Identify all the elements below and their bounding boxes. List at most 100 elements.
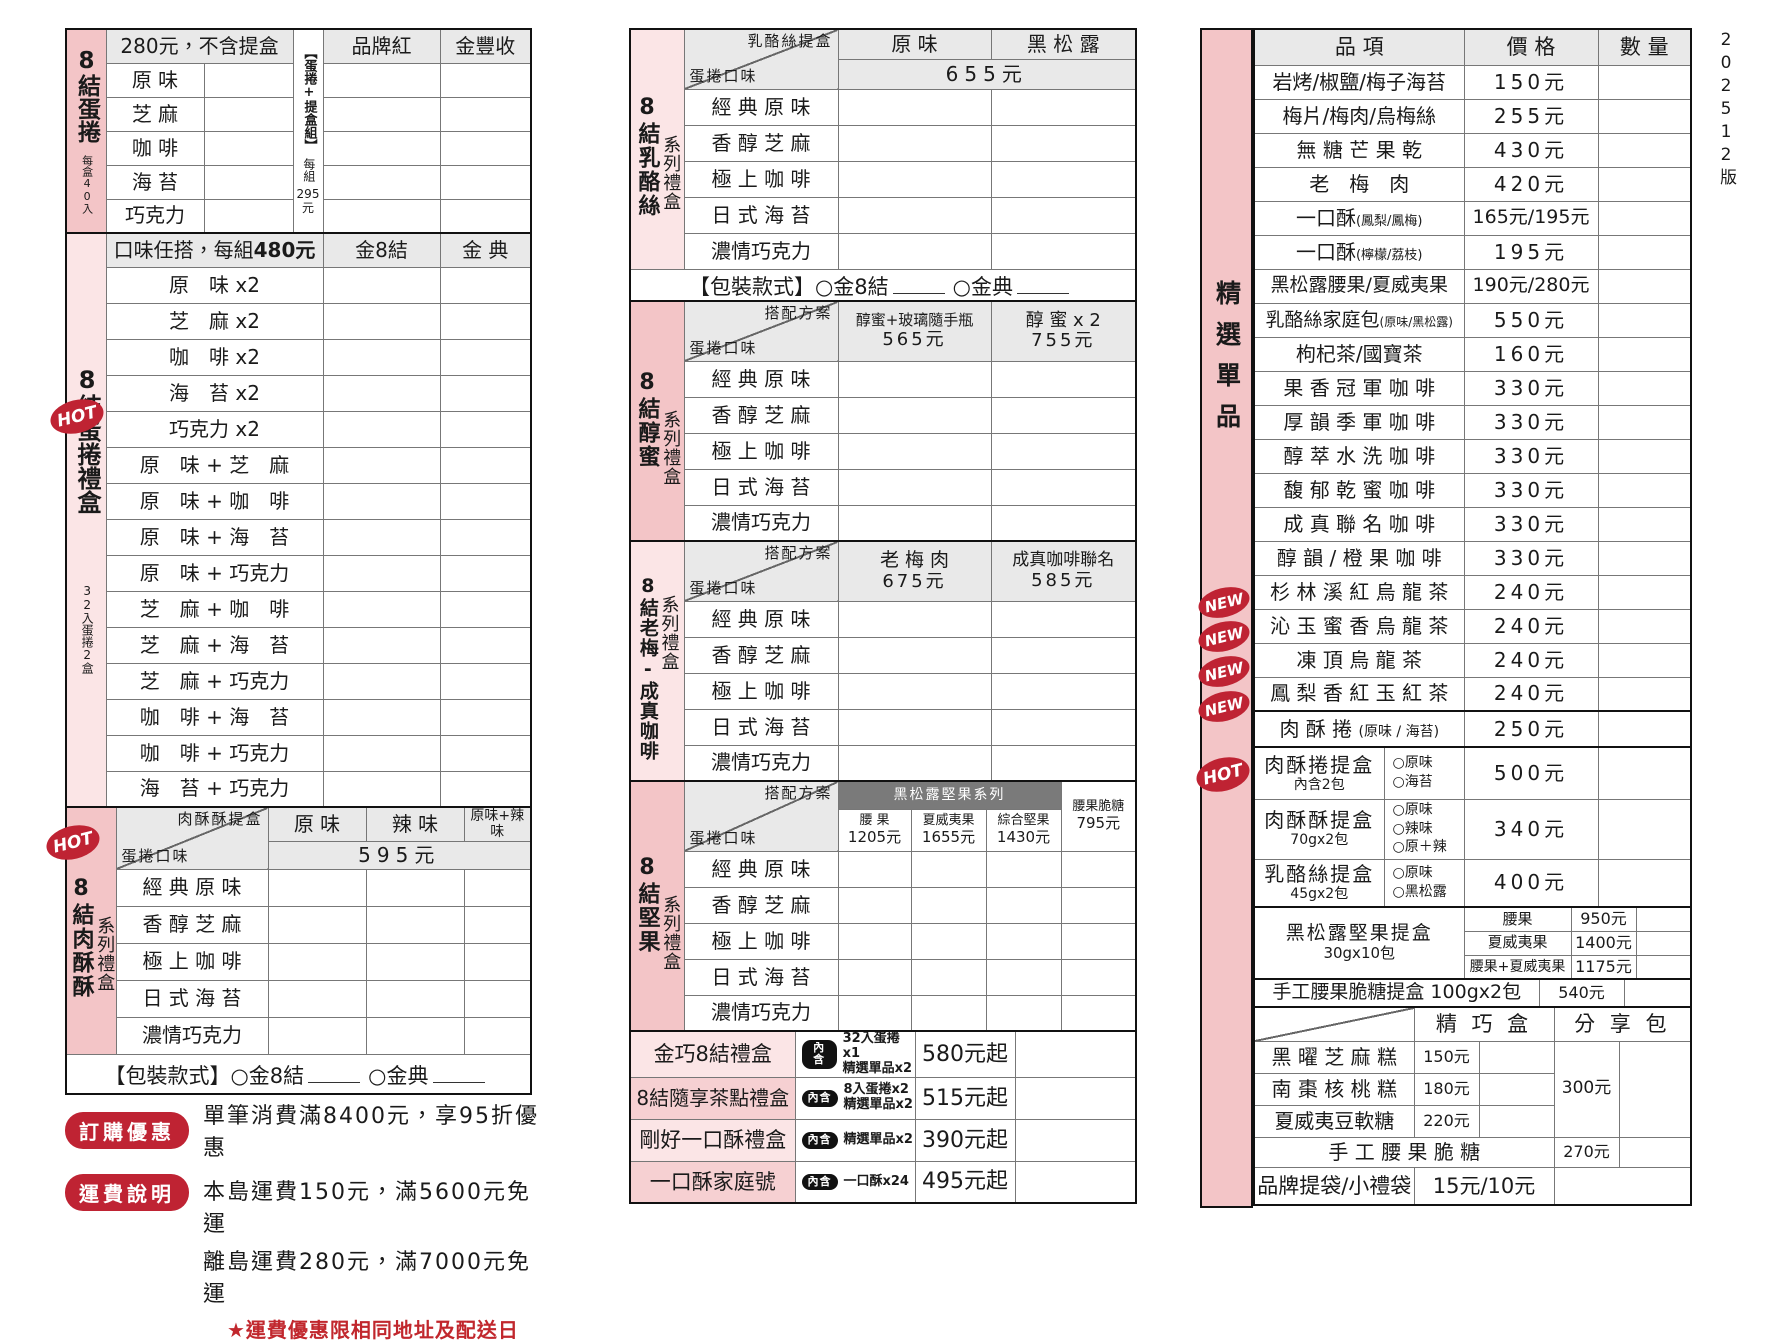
qty-cell[interactable] [1597,798,1692,860]
order-cell[interactable] [837,124,992,162]
packing-blank[interactable] [1017,271,1069,294]
qty-cell[interactable] [1635,930,1692,956]
order-cell[interactable] [267,868,367,907]
order-cell[interactable] [267,979,367,1018]
order-cell[interactable] [990,396,1137,434]
qty-cell[interactable] [1597,132,1692,168]
order-cell[interactable] [322,554,441,592]
order-cell[interactable] [203,96,294,132]
order-cell[interactable] [1060,850,1137,888]
order-cell[interactable] [439,698,532,736]
order-cell[interactable] [837,922,912,960]
order-cell[interactable] [463,942,532,981]
order-cell[interactable] [439,482,532,520]
option-truffle[interactable]: ○黑松露 [1392,883,1447,900]
qty-cell[interactable] [1597,166,1692,202]
packing-blank[interactable] [432,1060,485,1083]
order-cell[interactable] [203,198,294,234]
order-cell[interactable] [439,626,532,664]
order-cell[interactable] [837,886,912,924]
order-cell[interactable] [990,636,1137,674]
packing-blank[interactable] [308,1060,361,1083]
order-cell[interactable] [439,734,532,772]
order-cell[interactable] [463,905,532,944]
order-cell[interactable] [837,160,992,198]
order-cell[interactable] [837,708,992,746]
order-cell[interactable] [439,374,532,412]
order-cell[interactable] [322,590,441,628]
order-cell[interactable] [910,850,987,888]
order-cell[interactable] [439,662,532,700]
order-cell[interactable] [837,636,992,674]
order-cell[interactable] [1014,1160,1137,1204]
order-cell[interactable] [439,130,532,166]
order-cell[interactable] [985,850,1062,888]
order-cell[interactable] [990,468,1137,506]
order-cell[interactable] [439,266,532,304]
order-cell[interactable] [203,164,294,200]
order-cell[interactable] [837,468,992,506]
order-cell[interactable] [990,504,1137,542]
order-cell[interactable] [1060,922,1137,960]
order-cell[interactable] [910,886,987,924]
order-cell[interactable] [837,994,912,1032]
qty-cell[interactable] [1618,1040,1692,1138]
order-cell[interactable] [322,164,441,200]
order-cell[interactable] [990,432,1137,470]
qty-cell[interactable] [1597,746,1692,800]
qty-cell[interactable] [1478,1104,1555,1138]
order-cell[interactable] [365,868,465,907]
order-cell[interactable] [267,1016,367,1055]
order-cell[interactable] [990,232,1137,270]
order-cell[interactable] [837,744,992,782]
qty-cell[interactable] [1618,1136,1692,1168]
order-cell[interactable] [322,374,441,412]
order-cell[interactable] [439,96,532,132]
order-cell[interactable] [837,360,992,398]
order-cell[interactable] [322,130,441,166]
option-original[interactable]: ○原味 [1392,801,1433,818]
order-cell[interactable] [322,338,441,376]
qty-cell[interactable] [1553,1166,1692,1206]
order-cell[interactable] [322,662,441,700]
order-cell[interactable] [365,942,465,981]
option-orig-spicy[interactable]: ○原＋辣 [1392,839,1447,856]
order-cell[interactable] [837,88,992,126]
qty-cell[interactable] [1597,710,1692,748]
qty-cell[interactable] [1597,574,1692,610]
option-original[interactable]: ○原味 [1392,755,1433,772]
order-cell[interactable] [837,850,912,888]
qty-cell[interactable] [1597,676,1692,712]
order-cell[interactable] [837,672,992,710]
option-seaweed[interactable]: ○海苔 [1392,774,1433,791]
order-cell[interactable] [837,232,992,270]
order-cell[interactable] [365,1016,465,1055]
qty-cell[interactable] [1635,906,1692,932]
order-cell[interactable] [322,62,441,98]
order-cell[interactable] [439,164,532,200]
order-cell[interactable] [990,708,1137,746]
order-cell[interactable] [322,626,441,664]
order-cell[interactable] [990,744,1137,782]
order-cell[interactable] [837,432,992,470]
order-cell[interactable] [910,922,987,960]
order-cell[interactable] [985,922,1062,960]
order-cell[interactable] [910,994,987,1032]
order-cell[interactable] [463,979,532,1018]
order-cell[interactable] [439,770,532,808]
order-cell[interactable] [439,62,532,98]
qty-cell[interactable] [1597,472,1692,508]
order-cell[interactable] [322,698,441,736]
order-cell[interactable] [1014,1118,1137,1162]
order-cell[interactable] [322,482,441,520]
order-cell[interactable] [990,88,1137,126]
order-cell[interactable] [365,979,465,1018]
order-cell[interactable] [985,994,1062,1032]
order-cell[interactable] [463,868,532,907]
order-cell[interactable] [837,600,992,638]
option-spicy[interactable]: ○辣味 [1392,820,1433,837]
order-cell[interactable] [203,130,294,166]
order-cell[interactable] [837,396,992,434]
order-cell[interactable] [322,266,441,304]
order-cell[interactable] [439,446,532,484]
